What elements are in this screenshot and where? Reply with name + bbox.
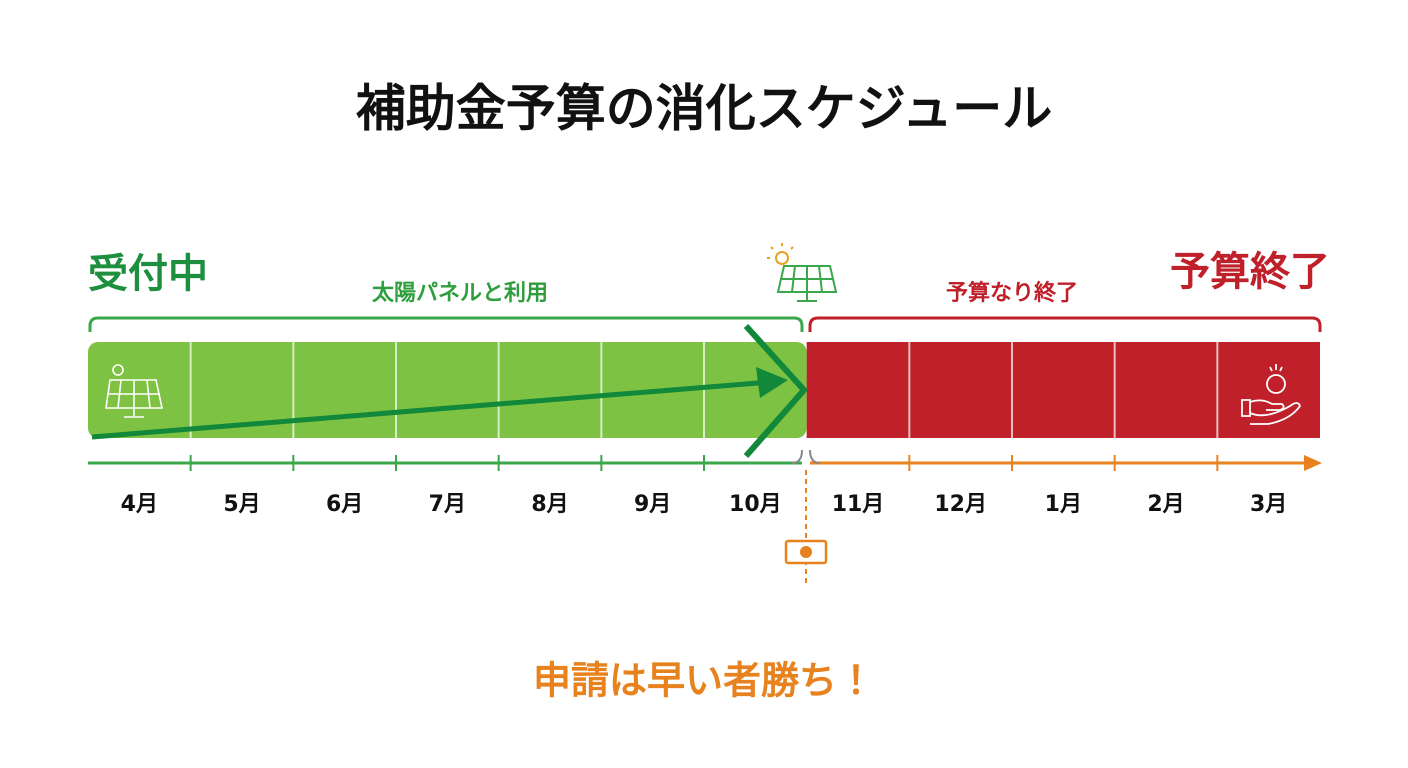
month-label: 11月: [832, 492, 885, 517]
month-label: 1月: [1045, 492, 1082, 517]
bracket: [808, 316, 1322, 332]
month-label: 10月: [729, 492, 782, 517]
month-label: 2月: [1147, 492, 1184, 517]
phase-caption: 太陽パネルと利用: [372, 281, 548, 306]
month-label: 5月: [223, 492, 260, 517]
month-label: 3月: [1250, 492, 1287, 517]
month-label: 4月: [121, 492, 158, 517]
trend-arrowhead: [756, 367, 788, 398]
solar-panel-icon: [767, 243, 838, 302]
bar-end: [1300, 342, 1320, 438]
title: 補助金予算の消化スケジュール: [356, 80, 1053, 138]
phase-bar: [806, 342, 1320, 438]
phase-label: 予算終了: [1170, 249, 1330, 295]
bracket-end: [791, 449, 821, 464]
timeline-arrow: [1304, 455, 1322, 471]
month-label: 7月: [429, 492, 466, 517]
trend-arrow: [91, 379, 771, 440]
solar-panel-icon: [105, 364, 163, 418]
money-icon: [784, 539, 828, 565]
phase-label: 受付中: [88, 251, 208, 297]
footer: 申請は早い者勝ち！: [533, 659, 875, 703]
month-label: 8月: [531, 492, 568, 517]
phase-bar: [88, 342, 807, 438]
phase-caption: 予算なり終了: [946, 280, 1078, 306]
month-label: 9月: [634, 492, 671, 517]
month-label: 6月: [326, 492, 363, 517]
bracket: [88, 316, 804, 332]
month-label: 12月: [934, 492, 987, 517]
chevron: [743, 323, 809, 458]
coin-hand-icon: [1241, 364, 1301, 425]
